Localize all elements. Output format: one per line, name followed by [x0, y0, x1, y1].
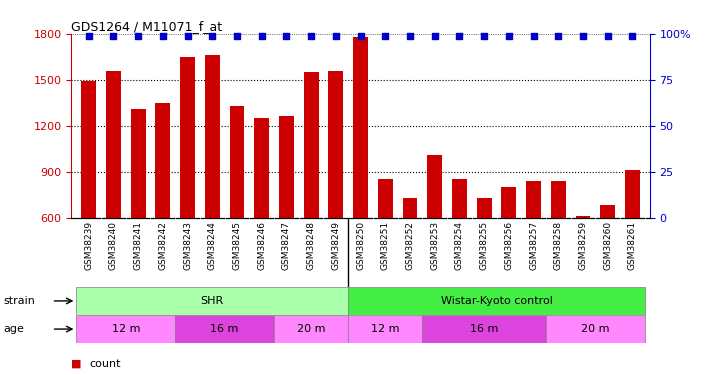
- Text: GSM38249: GSM38249: [331, 221, 341, 270]
- Point: [503, 33, 515, 39]
- Point: [429, 33, 441, 39]
- Text: GSM38244: GSM38244: [208, 221, 217, 270]
- Bar: [230, 106, 244, 218]
- Point: [132, 33, 144, 39]
- Point: [528, 33, 539, 39]
- Text: 12 m: 12 m: [371, 324, 400, 334]
- Point: [281, 33, 292, 39]
- Text: GSM38253: GSM38253: [431, 221, 439, 270]
- Text: GSM38245: GSM38245: [233, 221, 241, 270]
- Bar: [477, 198, 491, 217]
- Point: [553, 33, 564, 39]
- Point: [306, 33, 317, 39]
- Bar: [328, 70, 343, 217]
- Text: GSM38261: GSM38261: [628, 221, 637, 270]
- Point: [231, 33, 243, 39]
- Text: GSM38259: GSM38259: [578, 221, 588, 270]
- Bar: [423, 315, 546, 343]
- Bar: [427, 155, 442, 218]
- Text: GSM38243: GSM38243: [183, 221, 192, 270]
- Bar: [205, 55, 220, 217]
- Bar: [600, 205, 615, 218]
- Point: [182, 33, 193, 39]
- Text: 12 m: 12 m: [111, 324, 140, 334]
- Text: GSM38250: GSM38250: [356, 221, 365, 270]
- Point: [355, 33, 366, 39]
- Bar: [254, 118, 269, 218]
- Text: strain: strain: [4, 296, 36, 306]
- Bar: [625, 170, 640, 217]
- Text: count: count: [89, 359, 121, 369]
- Text: GSM38247: GSM38247: [282, 221, 291, 270]
- Text: GSM38258: GSM38258: [554, 221, 563, 270]
- Bar: [378, 179, 393, 218]
- Point: [157, 33, 169, 39]
- Point: [602, 33, 613, 39]
- Bar: [175, 315, 274, 343]
- Bar: [526, 181, 541, 218]
- Point: [453, 33, 465, 39]
- Bar: [274, 315, 348, 343]
- Bar: [156, 103, 170, 218]
- Bar: [348, 315, 423, 343]
- Text: GSM38255: GSM38255: [480, 221, 488, 270]
- Bar: [279, 116, 294, 218]
- Point: [578, 33, 589, 39]
- Text: ■: ■: [71, 359, 82, 369]
- Text: GSM38239: GSM38239: [84, 221, 94, 270]
- Text: GSM38242: GSM38242: [159, 221, 167, 270]
- Bar: [180, 57, 195, 217]
- Bar: [403, 198, 418, 217]
- Bar: [575, 216, 590, 217]
- Text: GSM38248: GSM38248: [306, 221, 316, 270]
- Text: Wistar-Kyoto control: Wistar-Kyoto control: [441, 296, 553, 306]
- Bar: [546, 315, 645, 343]
- Bar: [452, 179, 467, 218]
- Text: age: age: [4, 324, 24, 334]
- Text: GSM38256: GSM38256: [504, 221, 513, 270]
- Point: [256, 33, 268, 39]
- Bar: [551, 181, 565, 218]
- Point: [404, 33, 416, 39]
- Bar: [76, 287, 348, 315]
- Text: SHR: SHR: [201, 296, 224, 306]
- Text: GDS1264 / M11071_f_at: GDS1264 / M11071_f_at: [71, 20, 223, 33]
- Text: 16 m: 16 m: [470, 324, 498, 334]
- Text: 20 m: 20 m: [297, 324, 326, 334]
- Point: [108, 33, 119, 39]
- Point: [380, 33, 391, 39]
- Bar: [353, 37, 368, 218]
- Bar: [76, 315, 175, 343]
- Text: GSM38260: GSM38260: [603, 221, 612, 270]
- Bar: [501, 187, 516, 218]
- Point: [330, 33, 341, 39]
- Point: [478, 33, 490, 39]
- Bar: [131, 109, 146, 217]
- Point: [206, 33, 218, 39]
- Point: [83, 33, 94, 39]
- Text: 20 m: 20 m: [581, 324, 610, 334]
- Bar: [348, 287, 645, 315]
- Text: 16 m: 16 m: [211, 324, 238, 334]
- Bar: [303, 72, 318, 217]
- Text: GSM38257: GSM38257: [529, 221, 538, 270]
- Text: GSM38252: GSM38252: [406, 221, 415, 270]
- Bar: [81, 81, 96, 218]
- Text: GSM38241: GSM38241: [134, 221, 143, 270]
- Text: GSM38251: GSM38251: [381, 221, 390, 270]
- Text: GSM38240: GSM38240: [109, 221, 118, 270]
- Text: GSM38254: GSM38254: [455, 221, 464, 270]
- Bar: [106, 70, 121, 217]
- Point: [627, 33, 638, 39]
- Text: GSM38246: GSM38246: [257, 221, 266, 270]
